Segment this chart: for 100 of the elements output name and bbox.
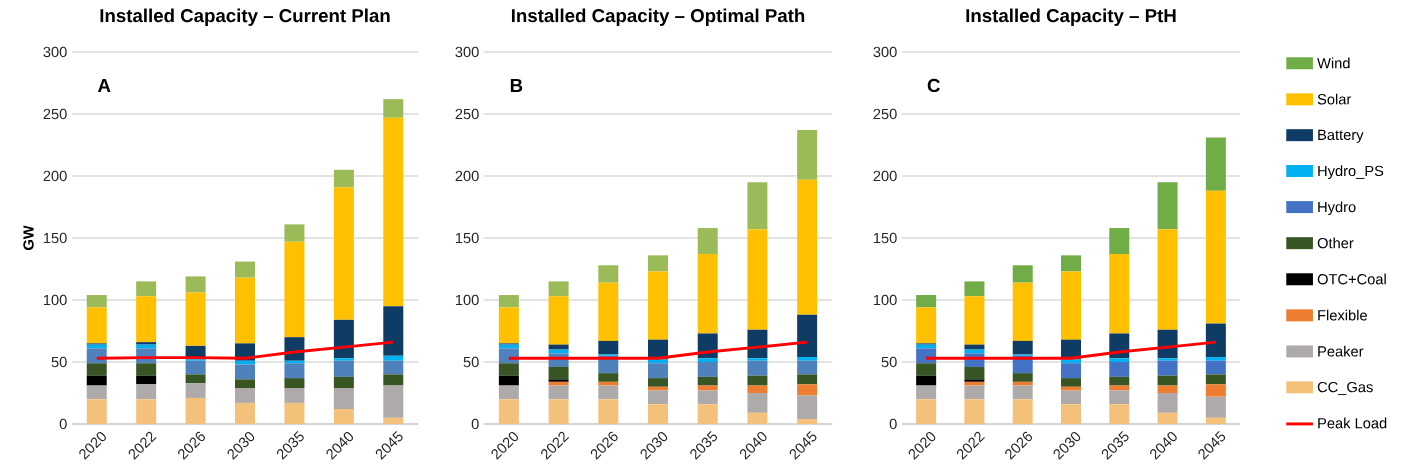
bar [383,355,404,361]
bar [333,187,354,320]
bar [1205,360,1226,375]
bar [185,292,206,346]
bar [598,385,619,400]
bar [1061,390,1081,405]
y-tick-label: 200 [455,170,479,182]
bar [1109,390,1130,405]
annotation: A [97,79,111,92]
bar [548,399,569,424]
y-tick-label: 150 [455,232,479,244]
bar [916,375,937,386]
bar [598,381,619,386]
bar [333,360,354,377]
y-tick-label: 50 [463,356,479,368]
bar [697,254,718,334]
bar [797,419,818,424]
y-tick-label: 250 [455,108,479,120]
bar [797,314,818,358]
bar [1012,381,1033,386]
bar [185,374,206,384]
y-tick-label: 150 [873,232,897,244]
bar [916,385,937,400]
legend-label: Peaker [1318,345,1364,357]
legend-label: Hydro_PS [1318,165,1384,179]
y-tick-label: 200 [43,170,67,182]
bar [383,374,404,386]
bar [185,360,206,375]
legend-label: Peak Load [1318,417,1387,429]
bar [333,376,354,389]
bar [964,366,985,380]
bar [383,117,404,307]
bar [1157,358,1178,361]
bar [548,366,569,380]
bar [1157,229,1178,330]
bar [1205,417,1226,424]
legend-label: CC_Gas [1317,381,1373,396]
bar [333,409,354,424]
bar [964,281,985,297]
bar [1012,385,1033,400]
y-axis-title: GW [23,225,34,251]
bar [648,404,669,424]
bar [86,363,107,376]
bar [383,417,404,424]
bar [235,388,256,403]
bar [498,399,519,424]
y-tick-label: 100 [43,294,67,306]
bar [648,390,669,405]
bar [697,228,718,255]
chart-title: Installed Capacity – Optimal Path [511,8,805,26]
bar [747,392,768,413]
bar [697,358,718,362]
bar [86,307,107,344]
bar [797,374,818,385]
legend-label: Hydro [1318,201,1356,216]
bar [1157,412,1178,424]
y-tick-label: 0 [889,418,897,430]
bar [697,404,718,424]
y-tick-label: 250 [873,108,897,120]
bar [498,375,519,386]
bar [1109,376,1130,386]
bar [1109,361,1130,377]
chart-title: Installed Capacity – Current Plan [100,8,390,26]
bar [86,385,107,400]
bar [548,381,569,386]
bar [797,360,818,375]
bar [1012,373,1033,382]
y-tick-label: 100 [455,294,479,306]
bar [86,399,107,424]
bar [1061,378,1081,387]
bar [1061,363,1081,379]
legend-label: Other [1317,237,1354,249]
bar [333,169,354,188]
bar [284,378,305,389]
annotation: B [510,79,523,92]
bar [648,386,669,391]
bar [797,130,818,180]
y-tick-label: 100 [873,294,897,306]
bar [598,282,619,341]
annotation: C [927,78,940,93]
legend-label: Wind [1317,57,1350,69]
bar [697,361,718,377]
bar [1157,182,1178,230]
bar [185,276,206,293]
bar [1205,137,1226,191]
bar [383,306,404,356]
y-tick-label: 300 [873,46,897,58]
bar [333,388,354,410]
bar [1205,357,1226,361]
bar [86,375,107,386]
bar [333,358,354,361]
y-tick-label: 0 [471,418,479,430]
y-tick-label: 50 [51,356,67,368]
bar [333,319,354,359]
bar [1109,404,1130,424]
bar [747,385,768,393]
bar [1012,399,1033,424]
y-tick-label: 200 [873,170,897,182]
bar [548,385,569,400]
bar [1061,255,1081,272]
